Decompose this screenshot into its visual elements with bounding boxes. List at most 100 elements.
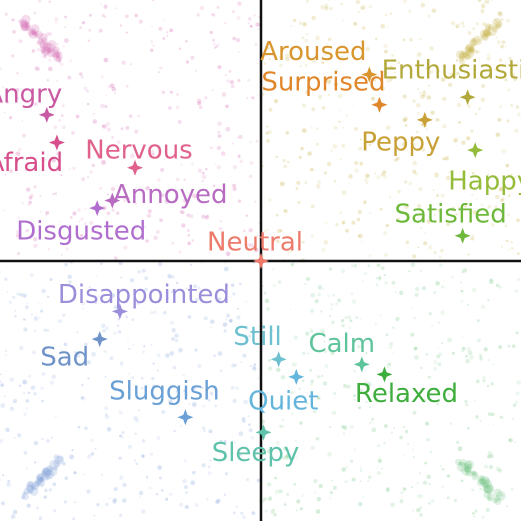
scatter-dot (321, 247, 326, 253)
scatter-dot (403, 454, 406, 457)
scatter-dot (501, 245, 503, 248)
scatter-dot (432, 189, 435, 192)
scatter-dot (385, 125, 391, 130)
scatter-dot (123, 245, 128, 250)
corner-streak-dot (476, 38, 481, 43)
scatter-dot (368, 5, 373, 9)
scatter-dot (133, 415, 138, 421)
scatter-dot (114, 92, 116, 95)
scatter-dot (278, 56, 283, 60)
corner-streak-dot (53, 454, 60, 460)
scatter-dot (353, 369, 356, 373)
scatter-dot (299, 64, 302, 68)
corner-streak-dot (458, 56, 464, 62)
scatter-dot (101, 160, 106, 165)
scatter-dot (48, 58, 52, 62)
scatter-dot (185, 287, 188, 290)
scatter-dot (495, 132, 500, 137)
scatter-dot (0, 478, 2, 481)
scatter-dot (486, 384, 490, 388)
scatter-dot (299, 421, 303, 425)
corner-streak-dot (487, 26, 498, 36)
scatter-dot (33, 185, 37, 189)
scatter-dot (116, 324, 120, 328)
scatter-dot (73, 471, 77, 475)
scatter-dot (390, 431, 393, 434)
corner-streak-dot (455, 50, 464, 59)
corner-streak-dot (466, 470, 474, 477)
scatter-dot (97, 295, 100, 298)
scatter-dot (488, 279, 494, 285)
corner-streak-dot (30, 24, 40, 34)
scatter-dot (151, 384, 156, 389)
scatter-dot (119, 148, 121, 150)
scatter-dot (299, 507, 304, 511)
scatter-dot (232, 164, 238, 170)
scatter-dot (363, 200, 367, 204)
scatter-dot (426, 474, 431, 480)
scatter-dot (128, 114, 133, 118)
scatter-dot (25, 228, 29, 233)
scatter-dot (72, 517, 75, 521)
scatter-dot (477, 338, 481, 343)
scatter-dot (101, 124, 105, 128)
scatter-dot (191, 470, 196, 475)
scatter-dot (447, 392, 451, 396)
scatter-dot (80, 383, 84, 387)
scatter-dot (413, 456, 415, 459)
scatter-dot (418, 471, 422, 475)
corner-streak-dot (465, 44, 474, 54)
scatter-dot (124, 14, 129, 19)
scatter-dot (498, 11, 503, 17)
scatter-dot (40, 55, 43, 58)
scatter-dot (10, 514, 16, 519)
scatter-dot (68, 168, 71, 170)
scatter-dot (36, 506, 39, 510)
scatter-dot (327, 161, 332, 167)
scatter-dot (368, 421, 372, 425)
scatter-dot (299, 21, 303, 25)
scatter-dot (382, 170, 387, 175)
scatter-dot (375, 37, 378, 41)
scatter-dot (301, 103, 306, 108)
scatter-dot (102, 124, 107, 129)
scatter-dot (487, 53, 490, 56)
scatter-dot (197, 363, 202, 368)
scatter-dot (214, 46, 217, 49)
scatter-dot (216, 145, 222, 151)
scatter-dot (417, 88, 420, 91)
scatter-dot (413, 346, 418, 351)
scatter-dot (53, 509, 57, 513)
scatter-dot (234, 441, 236, 444)
scatter-dot (279, 425, 282, 428)
scatter-dot (318, 483, 323, 489)
scatter-dot (23, 412, 27, 416)
scatter-dot (368, 143, 372, 146)
scatter-dot (55, 165, 58, 169)
scatter-dot (241, 515, 246, 520)
scatter-dot (294, 439, 297, 442)
scatter-dot (383, 43, 388, 49)
scatter-dot (342, 19, 345, 22)
corner-streak-dot (460, 465, 470, 475)
scatter-dot (265, 131, 269, 135)
scatter-dot (5, 100, 9, 104)
scatter-dot (239, 282, 242, 286)
scatter-dot (28, 195, 33, 200)
scatter-dot (380, 86, 386, 91)
corner-streak-dot (482, 29, 491, 37)
scatter-dot (163, 18, 166, 21)
scatter-dot (450, 207, 456, 212)
marker-sluggish (177, 409, 194, 426)
scatter-dot (209, 459, 212, 462)
scatter-dot (19, 292, 23, 297)
scatter-dot (241, 419, 246, 424)
scatter-dot (327, 452, 332, 457)
scatter-dot (280, 425, 284, 429)
scatter-dot (461, 350, 464, 353)
corner-streak-dot (465, 50, 470, 56)
scatter-dot (392, 351, 394, 354)
scatter-dot (359, 480, 362, 483)
scatter-dot (501, 197, 505, 201)
scatter-dot (316, 375, 321, 379)
